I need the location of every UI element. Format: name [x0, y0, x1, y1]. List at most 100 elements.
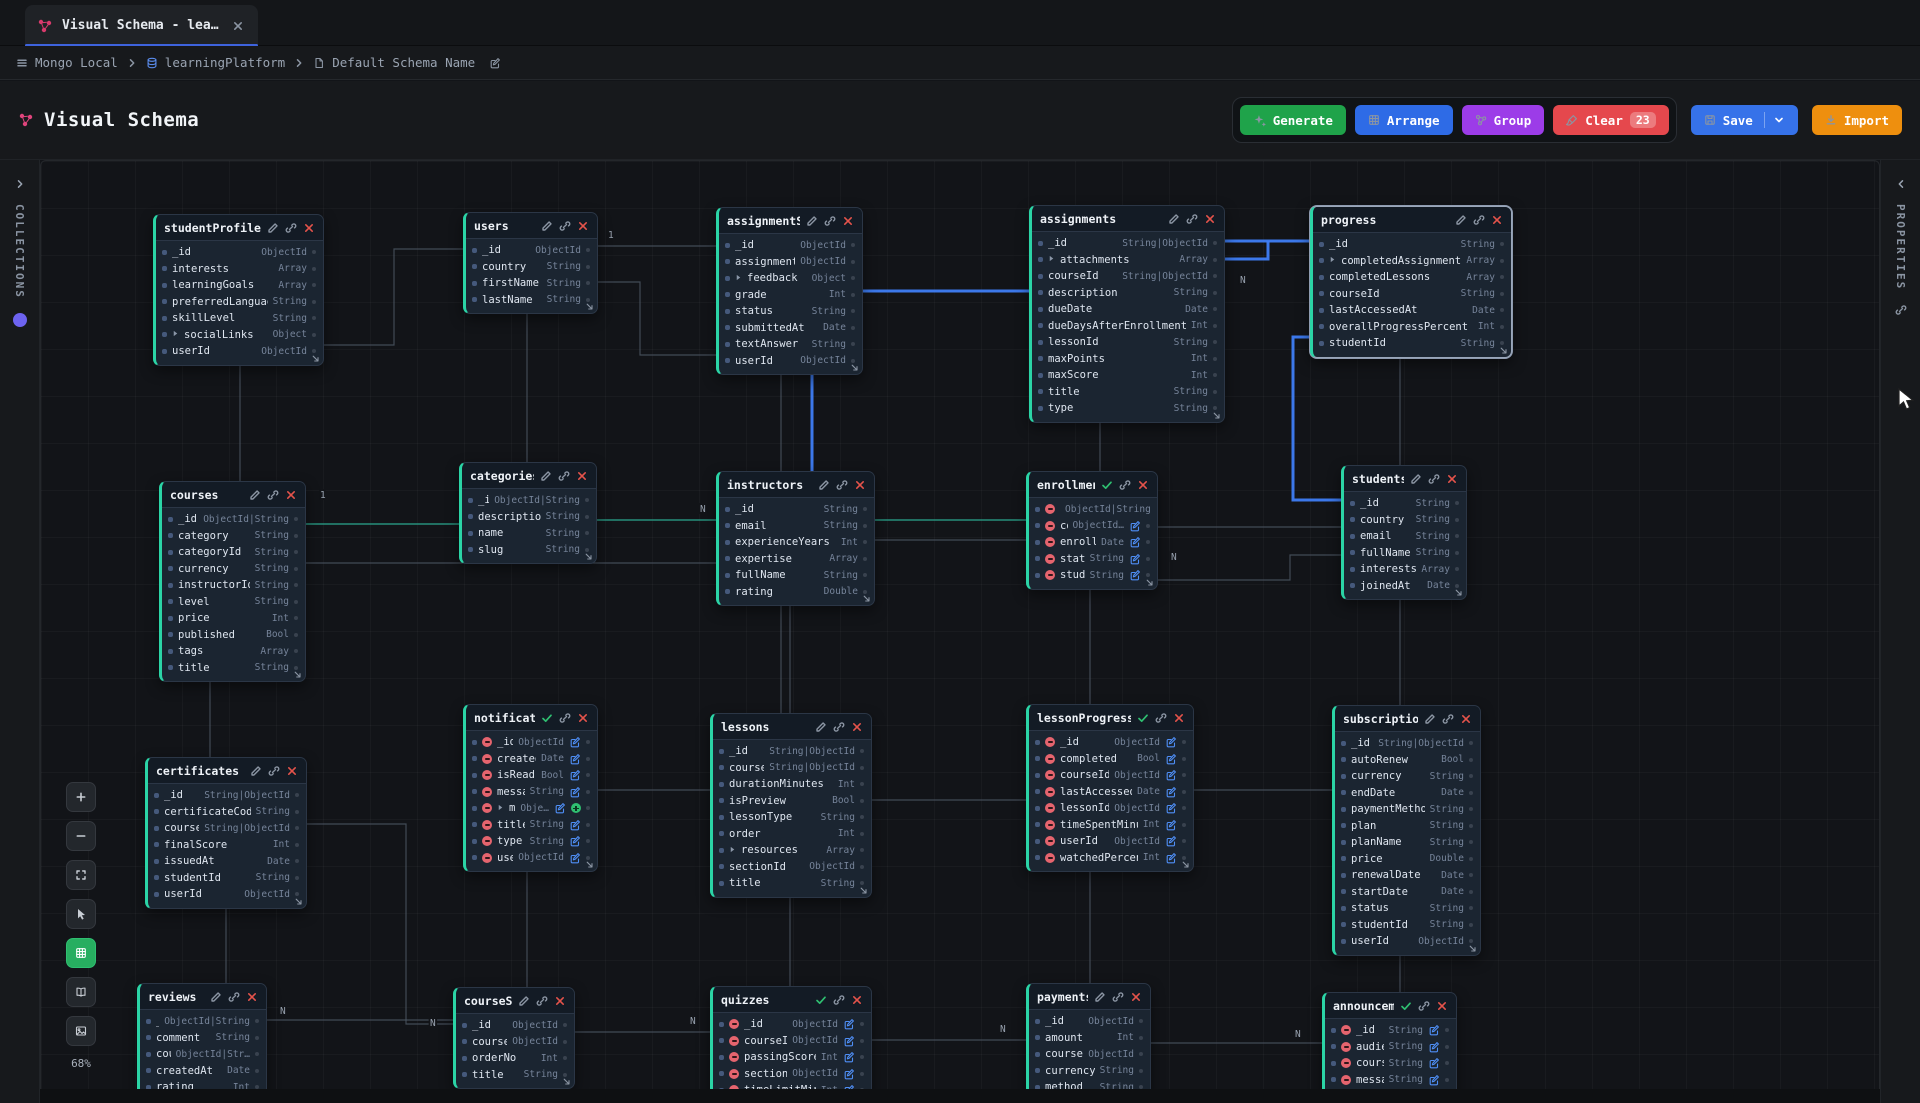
field-port-left[interactable]	[154, 825, 159, 831]
edit-field-icon[interactable]	[569, 786, 581, 798]
field-row-price[interactable]: price Double	[1335, 851, 1480, 868]
field-row-grade[interactable]: grade Int	[719, 287, 862, 304]
field-port-left[interactable]	[1035, 789, 1040, 795]
confirm-edit-icon[interactable]	[1137, 712, 1149, 724]
edit-field-icon[interactable]	[569, 835, 581, 847]
remove-field-icon[interactable]	[482, 803, 492, 814]
field-row-socialLinks[interactable]: socialLinks Object	[156, 327, 323, 344]
field-port-right[interactable]	[863, 507, 867, 512]
field-port-right[interactable]	[1213, 274, 1217, 279]
edit-field-icon[interactable]	[843, 1051, 855, 1063]
save-dropdown-icon[interactable]	[1763, 112, 1785, 128]
remove-field-icon[interactable]	[729, 1019, 739, 1030]
field-row-overallProgressPercent[interactable]: overallProgressPercent Int	[1313, 319, 1511, 336]
table-students[interactable]: students _id String country String email Strin…	[1341, 465, 1467, 600]
link-table-icon[interactable]	[1418, 1000, 1430, 1012]
field-port-right[interactable]	[1146, 540, 1150, 545]
field-port-left[interactable]	[1319, 274, 1324, 280]
resize-handle-icon[interactable]	[582, 550, 594, 562]
expand-field-icon[interactable]	[1048, 255, 1055, 264]
field-row-email[interactable]: email String	[1344, 528, 1466, 545]
field-row-completed[interactable]: completed Bool	[1029, 751, 1193, 768]
select-tool-button[interactable]	[66, 899, 96, 929]
field-port-right[interactable]	[1469, 823, 1473, 828]
table-courseSect[interactable]: courseSect… _id ObjectId courseId ObjectId or…	[453, 987, 575, 1089]
field-port-right[interactable]	[1139, 1085, 1143, 1090]
remove-table-icon[interactable]	[576, 470, 588, 482]
resize-handle-icon[interactable]	[291, 668, 303, 680]
field-row-currency[interactable]: currency String	[1029, 1063, 1150, 1080]
field-port-left[interactable]	[1038, 389, 1043, 395]
edit-field-icon[interactable]	[1129, 520, 1141, 532]
field-row-_id[interactable]: _id ObjectId|String	[162, 511, 305, 528]
edit-field-icon[interactable]	[569, 753, 581, 765]
field-port-left[interactable]	[1035, 756, 1040, 762]
edit-field-icon[interactable]	[569, 852, 581, 864]
field-port-right[interactable]	[1469, 741, 1473, 746]
remove-table-icon[interactable]	[1137, 479, 1149, 491]
field-row-_id[interactable]: _id String|ObjectId	[713, 743, 871, 760]
field-port-right[interactable]	[563, 1023, 567, 1028]
table-studentProfiles[interactable]: studentProfiles _id ObjectId interests Array…	[153, 214, 324, 366]
field-port-left[interactable]	[1341, 938, 1346, 944]
field-port-right[interactable]	[1139, 1052, 1143, 1057]
field-port-right[interactable]	[255, 1035, 259, 1040]
field-row-courseId[interactable]: courseId ObjectId	[456, 1034, 574, 1051]
field-row-title[interactable]: title String	[466, 817, 597, 834]
field-port-right[interactable]	[1455, 501, 1459, 506]
table-quizzes[interactable]: quizzes _id ObjectId courseId ObjectId passin…	[710, 986, 872, 1103]
field-port-left[interactable]	[1035, 772, 1040, 778]
field-row-amount[interactable]: amount Int	[1029, 1030, 1150, 1047]
remove-field-icon[interactable]	[1341, 1074, 1351, 1085]
field-port-left[interactable]	[168, 632, 173, 638]
remove-field-icon[interactable]	[1045, 786, 1055, 797]
field-row-type[interactable]: type String	[1032, 400, 1224, 417]
field-port-right[interactable]	[1182, 806, 1186, 811]
field-port-right[interactable]	[1139, 1035, 1143, 1040]
link-table-icon[interactable]	[285, 222, 297, 234]
remove-field-icon[interactable]	[1045, 819, 1055, 830]
field-port-left[interactable]	[1350, 566, 1355, 572]
import-button[interactable]: Import	[1811, 105, 1902, 135]
field-row-_id[interactable]: _id ObjectId	[466, 242, 597, 259]
field-port-right[interactable]	[1213, 340, 1217, 345]
field-port-left[interactable]	[1035, 539, 1040, 545]
field-port-left[interactable]	[472, 247, 477, 253]
field-port-right[interactable]	[863, 523, 867, 528]
field-row-category[interactable]: category String	[162, 528, 305, 545]
field-row-currency[interactable]: currency String	[162, 561, 305, 578]
field-row-message[interactable]: message String	[1325, 1072, 1456, 1089]
edit-table-icon[interactable]	[1094, 991, 1106, 1003]
field-port-right[interactable]	[294, 583, 298, 588]
field-port-left[interactable]	[1038, 306, 1043, 312]
field-row-courseId[interactable]: courseId ObjectId	[1029, 1046, 1150, 1063]
field-port-left[interactable]	[162, 315, 167, 321]
table-header[interactable]: lessons	[713, 714, 871, 740]
field-row-maxScore[interactable]: maxScore Int	[1032, 367, 1224, 384]
edit-table-icon[interactable]	[541, 220, 553, 232]
field-port-left[interactable]	[468, 497, 473, 503]
remove-table-icon[interactable]	[577, 712, 589, 724]
field-row-message[interactable]: message String	[466, 784, 597, 801]
field-port-left[interactable]	[472, 805, 477, 811]
field-row-textAnswer[interactable]: textAnswer String	[719, 336, 862, 353]
expand-field-icon[interactable]	[172, 330, 179, 339]
field-port-right[interactable]	[1182, 756, 1186, 761]
field-port-left[interactable]	[1350, 550, 1355, 556]
field-port-left[interactable]	[472, 822, 477, 828]
field-row-startDate[interactable]: startDate Date	[1335, 884, 1480, 901]
field-port-left[interactable]	[719, 1021, 724, 1027]
field-row-_id[interactable]: _id ObjectId	[1029, 1013, 1150, 1030]
zoom-in-button[interactable]	[66, 782, 96, 812]
properties-link-icon[interactable]	[1895, 304, 1907, 316]
field-port-left[interactable]	[719, 1071, 724, 1077]
field-port-right[interactable]	[294, 632, 298, 637]
field-port-right[interactable]	[1445, 1028, 1449, 1033]
link-table-icon[interactable]	[559, 220, 571, 232]
field-row-title[interactable]: title String	[162, 660, 305, 677]
field-port-right[interactable]	[1455, 583, 1459, 588]
field-port-right[interactable]	[1213, 373, 1217, 378]
table-header[interactable]: reviews	[140, 984, 266, 1010]
field-port-left[interactable]	[1341, 922, 1346, 928]
field-row-userId[interactable]: userId ObjectId	[148, 886, 306, 903]
